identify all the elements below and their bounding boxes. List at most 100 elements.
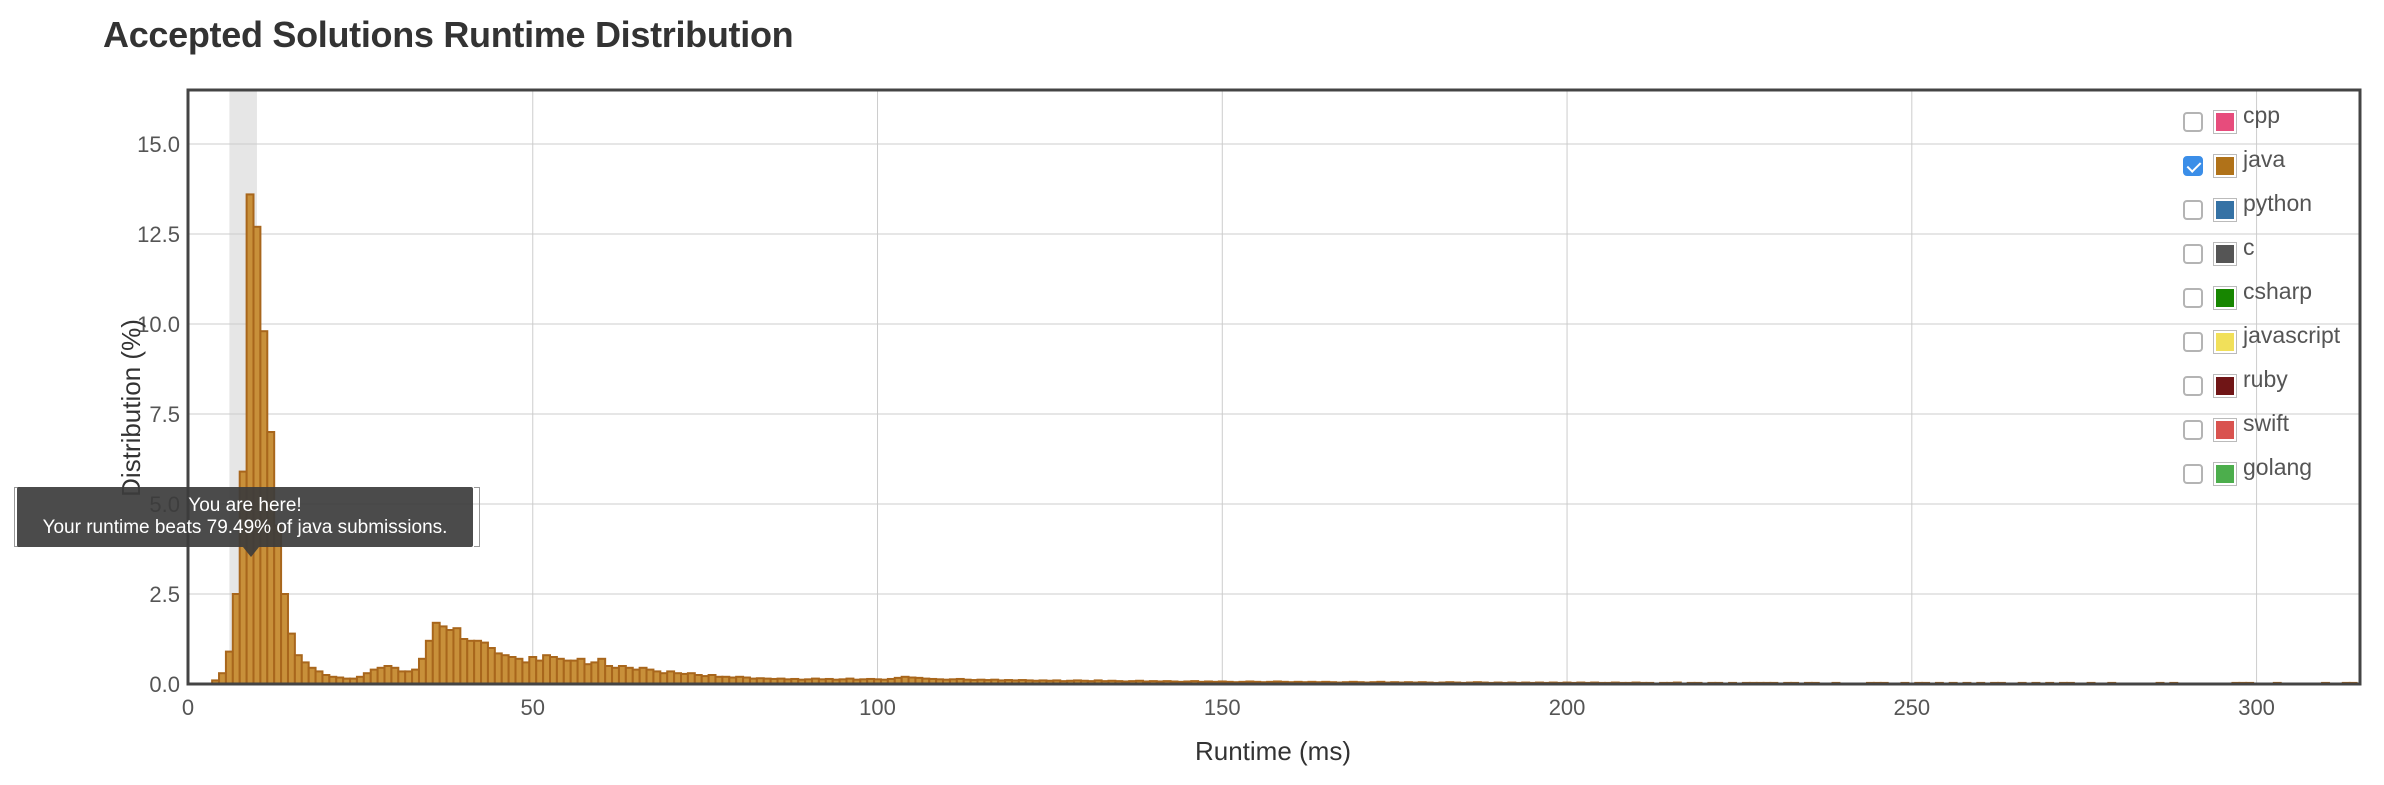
bar [542,654,551,686]
x-tick-label: 50 [521,695,545,720]
bar [549,656,558,685]
bar [659,672,669,686]
tooltip-line-1: You are here! [188,495,302,516]
legend-label: golang [2243,454,2313,480]
legend-checkbox-c[interactable] [2183,244,2203,264]
bar [473,639,483,685]
python-swatch-icon [2213,198,2237,222]
x-tick-label: 100 [859,695,896,720]
legend-item-cpp[interactable]: cpp [2183,100,2383,144]
bar [245,193,255,685]
bar [383,665,393,685]
bar [521,661,531,686]
bar [486,647,496,685]
csharp-swatch-icon [2213,286,2237,310]
bar [307,666,317,685]
ruby-swatch-icon [2213,374,2237,398]
bar [417,657,427,685]
bar [452,627,462,686]
bar [673,672,683,686]
bar [631,668,641,685]
bar [397,670,407,686]
bar [445,629,455,685]
javascript-swatch-icon [2213,330,2237,354]
bar [362,672,372,686]
legend-item-ruby[interactable]: ruby [2183,364,2383,408]
bar [390,666,400,685]
legend-checkbox-java[interactable] [2183,156,2203,176]
legend-label: java [2243,146,2286,172]
legend-checkbox-cpp[interactable] [2183,112,2203,132]
legend-item-csharp[interactable]: csharp [2183,276,2383,320]
legend-label: csharp [2243,278,2313,304]
legend-checkbox-python[interactable] [2183,200,2203,220]
bar [314,670,324,686]
bar [293,654,303,686]
bar [562,659,572,685]
y-tick-label: 7.5 [149,402,180,427]
legend-item-javascript[interactable]: javascript [2183,320,2383,364]
bar [652,670,662,686]
bar [645,668,655,685]
golang-swatch-icon [2213,462,2237,486]
bar [514,657,524,685]
cpp-swatch-icon [2213,110,2237,134]
page-title: Accepted Solutions Runtime Distribution [103,14,794,55]
legend-checkbox-ruby[interactable] [2183,376,2203,396]
tooltip-bracket-right [474,487,480,547]
runtime-tooltip: You are here! Your runtime beats 79.49% … [17,487,473,547]
bar [369,668,379,685]
legend: cpp java python c csharp javascript ruby swift g… [2183,100,2383,496]
bar [617,665,627,685]
x-tick-label: 150 [1204,695,1241,720]
bar [376,666,386,685]
legend-item-golang[interactable]: golang [2183,452,2383,496]
bar [286,632,296,685]
y-axis-label: Distribution (%) [116,319,146,497]
legend-label: python [2243,190,2313,216]
y-tick-label: 2.5 [149,582,180,607]
legend-label: javascript [2243,322,2341,348]
legend-checkbox-golang[interactable] [2183,464,2203,484]
legend-label: swift [2243,410,2289,436]
bar [266,431,276,685]
bar [273,524,283,685]
plot-frame [186,88,2362,686]
bar [224,650,234,685]
x-tick-label: 200 [1549,695,1586,720]
bar [459,638,469,685]
x-tick-label: 250 [1893,695,1930,720]
legend-checkbox-csharp[interactable] [2183,288,2203,308]
bar [638,666,648,685]
legend-item-swift[interactable]: swift [2183,408,2383,452]
legend-label: c [2243,234,2255,260]
bar [666,670,676,686]
legend-item-c[interactable]: c [2183,232,2383,276]
bar [535,659,545,685]
bar [680,672,689,685]
bar [431,621,441,685]
bar [252,225,262,686]
x-axis-label: Runtime (ms) [1195,736,1351,766]
legend-checkbox-swift[interactable] [2183,420,2203,440]
bar [493,652,503,686]
bar [231,593,241,685]
bar [404,670,414,686]
bar [583,663,593,686]
tooltip-pointer [243,547,259,557]
bar [611,666,620,685]
legend-item-java[interactable]: java [2183,144,2383,188]
x-tick-label: 0 [182,695,194,720]
bar [280,593,289,685]
bar [624,666,634,685]
y-tick-label: 12.5 [137,222,180,247]
bar [424,639,434,685]
legend-checkbox-javascript[interactable] [2183,332,2203,352]
legend-item-python[interactable]: python [2183,188,2383,232]
bar [300,661,310,686]
bar [218,672,227,686]
bar [528,656,538,685]
bar [466,639,476,685]
